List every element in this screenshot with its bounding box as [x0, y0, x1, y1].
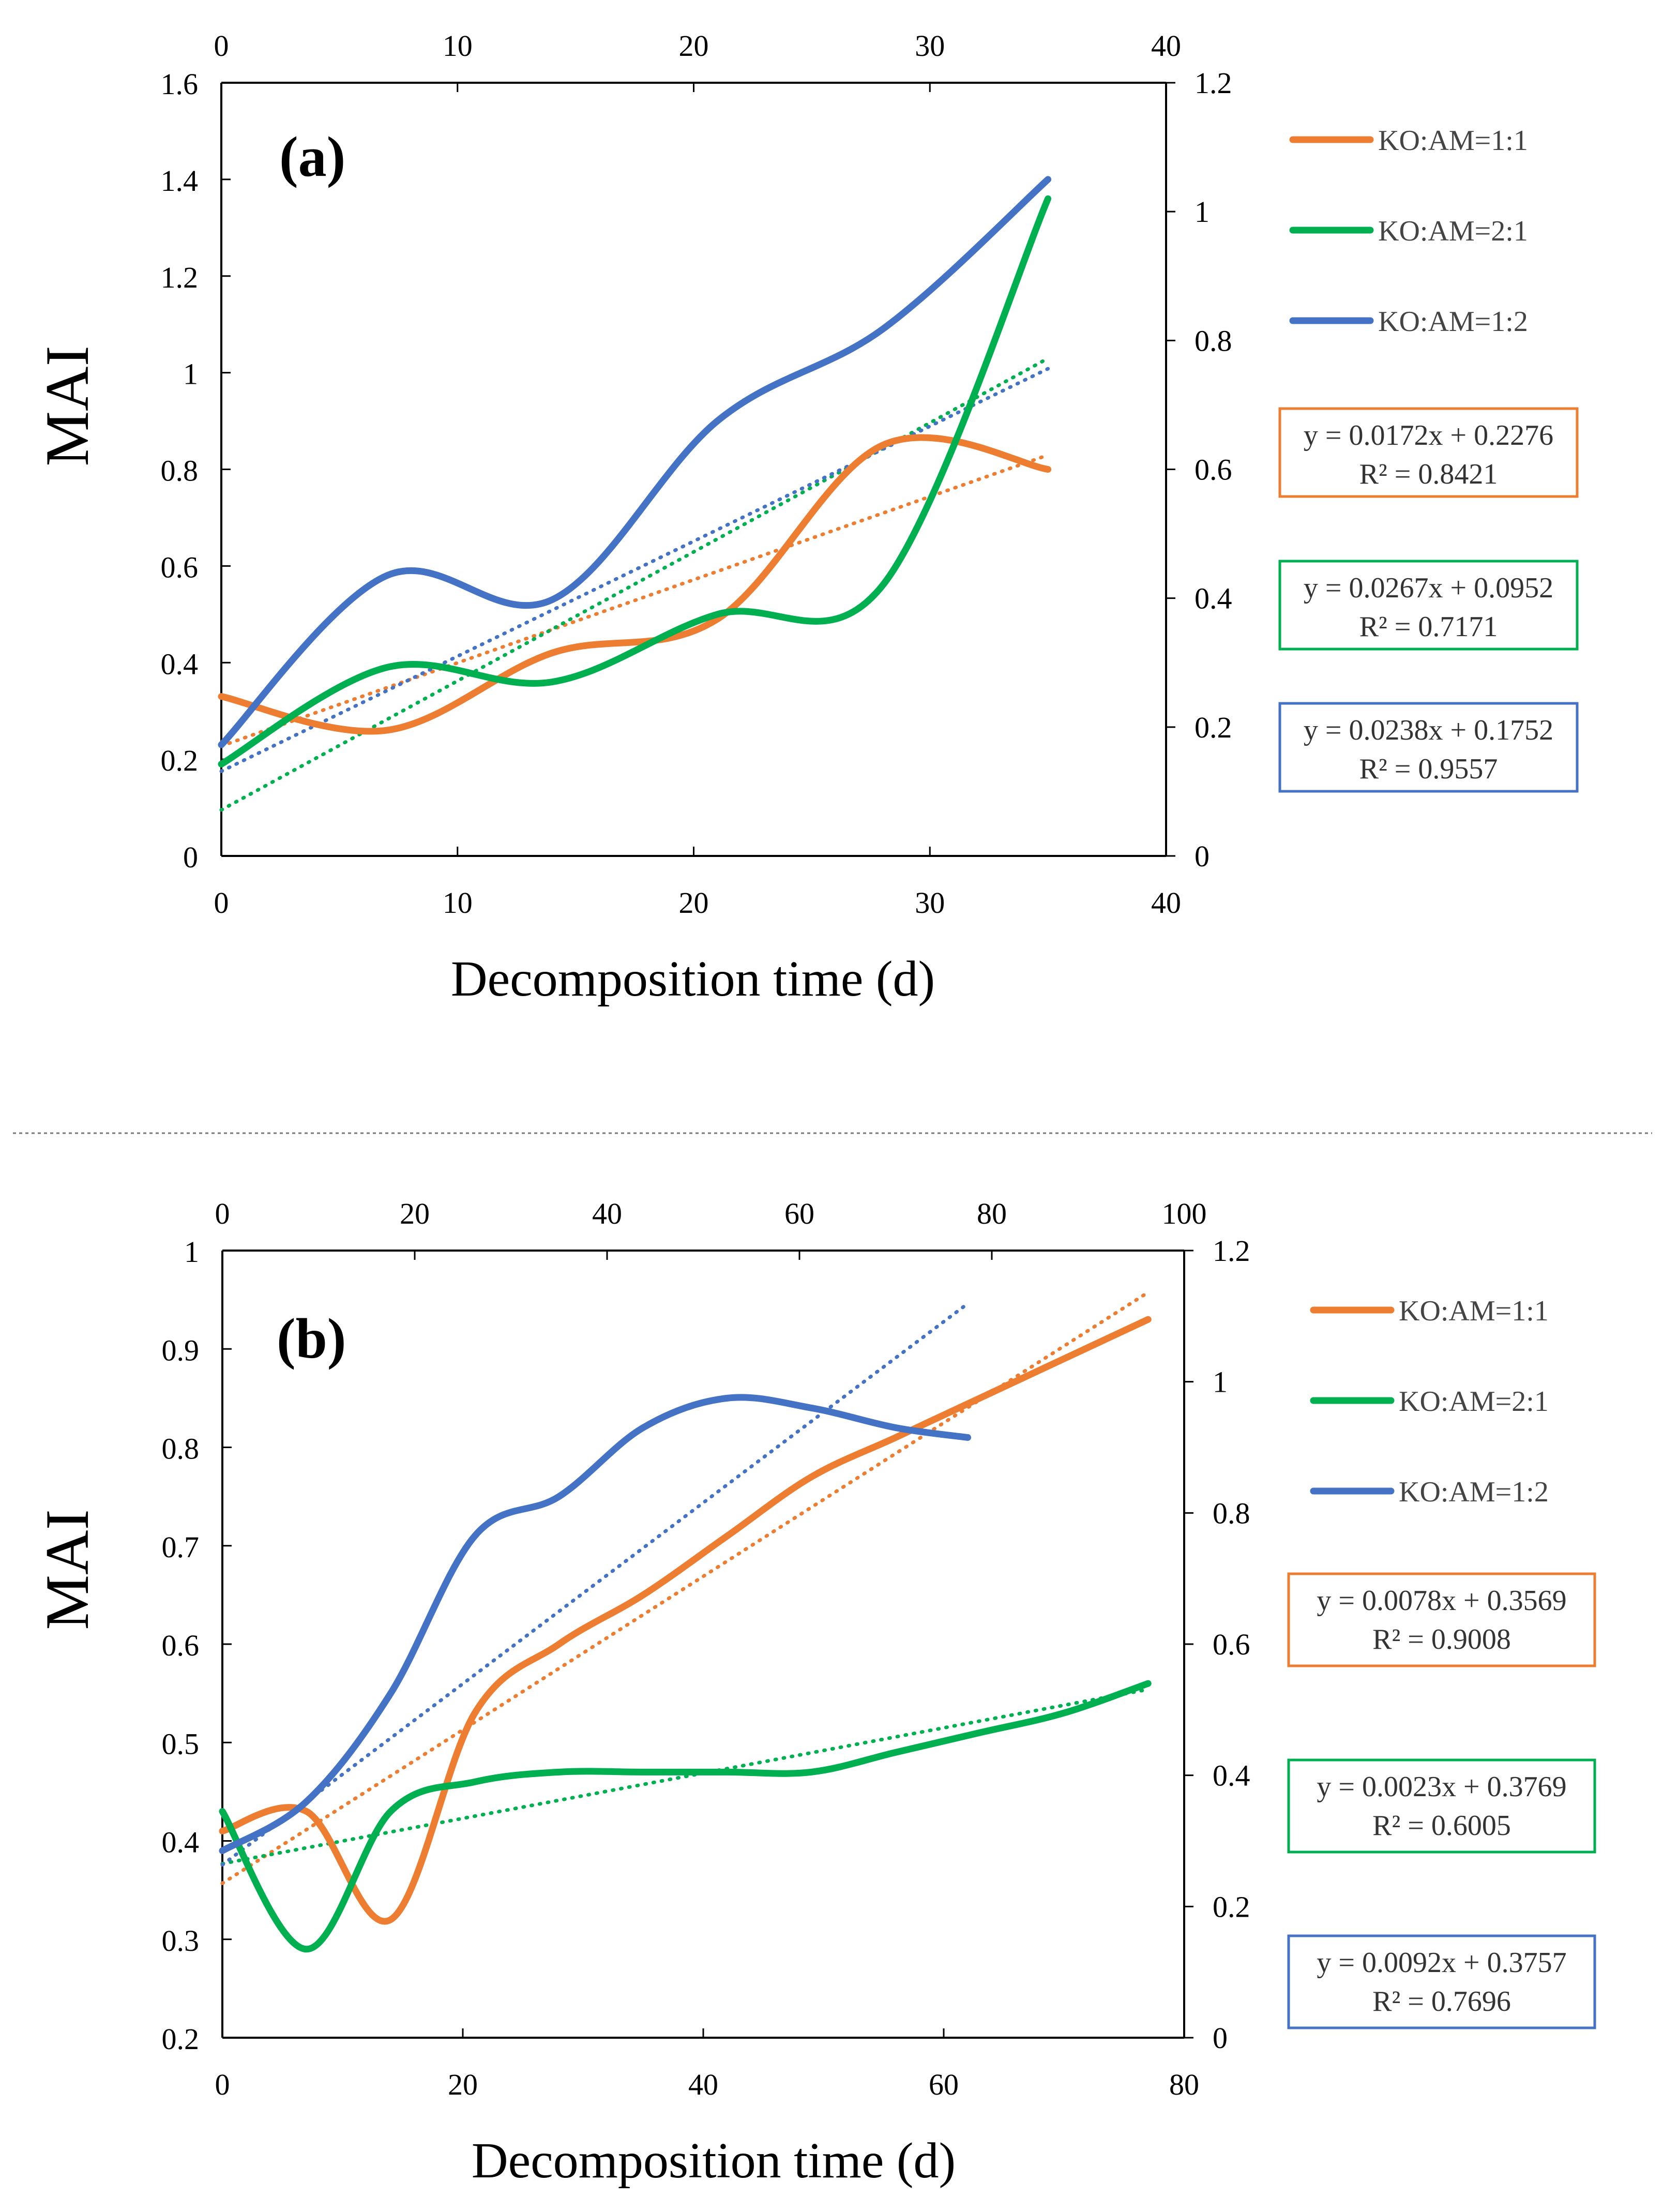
chart-a-top-x-tick-label: 10: [443, 29, 473, 63]
chart-b-trend-r2-1: R² = 0.9008: [1372, 1623, 1511, 1656]
chart-b-equation-box-3: [1287, 1934, 1596, 2029]
chart-b-series-line-2: [219, 1680, 1152, 1953]
chart-a-secondary-y-tick-label: 1: [1195, 195, 1210, 229]
chart-b-trend-r2-2: R² = 0.6005: [1372, 1810, 1511, 1842]
chart-b-trend-equation-3: y = 0.0092x + 0.3757: [1317, 1947, 1566, 1979]
chart-a-x-tick-label: 40: [1151, 886, 1181, 920]
chart-a-x-tick-label: 20: [679, 886, 709, 920]
chart-a-x-axis-title: Decomposition time (d): [451, 951, 935, 1007]
chart-a-legend-label-3: KO:AM=1:2: [1378, 306, 1528, 338]
chart-b-y-tick-label: 0.4: [162, 1826, 200, 1859]
chart-b-trend-equation-1: y = 0.0078x + 0.3569: [1317, 1585, 1566, 1617]
chart-b-series-line-3: [219, 1394, 971, 1855]
chart-a-trend-equation-2: y = 0.0267x + 0.0952: [1304, 572, 1553, 604]
chart-a-trend-r2-3: R² = 0.9557: [1359, 753, 1498, 785]
chart-b-y-tick-label: 0.6: [162, 1629, 200, 1662]
chart-a-top-x-tick-label: 20: [679, 29, 709, 63]
chart-b-top-x-tick-label: 20: [400, 1197, 430, 1230]
chart-b-trend-equation-2: y = 0.0023x + 0.3769: [1317, 1771, 1566, 1803]
chart-b-trend-r2-3: R² = 0.7696: [1372, 1985, 1511, 2018]
chart-b-equation-box-2: [1287, 1758, 1596, 1854]
chart-a-y-tick-label: 0.4: [161, 647, 199, 681]
chart-a-trend-r2-1: R² = 0.8421: [1359, 458, 1498, 490]
chart-panel-a: 0 10 20 30 400 10 20 30 4000.20.40.60.811.21.41.…: [33, 29, 1579, 1007]
chart-a-x-tick-label: 30: [915, 886, 945, 920]
chart-a-plot-area: 0 10 20 30 400 10 20 30 4000.20.40.60.811.21.41.…: [161, 29, 1232, 920]
chart-b-series-line-1: [219, 1316, 1152, 1925]
chart-b-top-x-tick-label: 60: [784, 1197, 814, 1230]
chart-a-secondary-y-tick-label: 1.2: [1195, 66, 1232, 100]
chart-a-y-tick-label: 0.6: [161, 550, 199, 584]
chart-b-y-tick-label: 0.8: [162, 1432, 200, 1466]
chart-b-y-tick-label: 0.7: [162, 1530, 200, 1564]
chart-a-series-line-3: [218, 176, 1052, 748]
chart-b-secondary-y-tick-label: 0.6: [1213, 1628, 1250, 1661]
chart-a-x-tick-label: 10: [443, 886, 473, 920]
chart-b-x-tick-label: 20: [448, 2068, 478, 2101]
chart-a-y-axis-title: MAI: [33, 345, 101, 466]
chart-a-equation-box-1: [1278, 407, 1579, 498]
chart-a-panel-label: (a): [279, 125, 345, 188]
chart-a-secondary-y-tick-label: 0.8: [1195, 324, 1232, 357]
chart-a-secondary-y-tick-label: 0: [1195, 839, 1210, 873]
chart-b-x-tick-label: 80: [1169, 2068, 1199, 2101]
chart-a-top-x-tick-label: 30: [915, 29, 945, 63]
chart-b-legend: KO:AM=1:1 y = 0.0078x + 0.3569 R² = 0.9008…: [1287, 1295, 1596, 2029]
chart-a-y-tick-label: 0.8: [161, 454, 199, 488]
chart-b-y-tick-label: 0.3: [162, 1924, 200, 1958]
chart-b-secondary-y-tick-label: 0.2: [1213, 1890, 1250, 1923]
chart-a-x-tick-label: 0: [214, 886, 229, 920]
chart-a-secondary-y-tick-label: 0.6: [1195, 453, 1232, 487]
chart-a-y-tick-label: 1.4: [161, 164, 199, 198]
chart-b-top-x-tick-label: 100: [1162, 1197, 1207, 1230]
chart-b-x-tick-label: 40: [688, 2068, 718, 2101]
chart-b-y-tick-label: 0.5: [162, 1727, 200, 1760]
chart-b-legend-label-1: KO:AM=1:1: [1399, 1295, 1549, 1327]
chart-a-y-tick-label: 0.2: [161, 744, 199, 777]
chart-a-secondary-y-tick-label: 0.4: [1195, 582, 1232, 615]
chart-b-secondary-y-tick-label: 0.8: [1213, 1496, 1250, 1530]
chart-b-x-axis-title: Decomposition time (d): [472, 2133, 956, 2189]
chart-a-secondary-y-tick-label: 0.2: [1195, 711, 1232, 744]
chart-b-y-tick-label: 1: [184, 1235, 199, 1269]
chart-b-secondary-y-tick-label: 1: [1213, 1365, 1228, 1399]
chart-b-top-x-tick-label: 40: [592, 1197, 622, 1230]
chart-a-equation-box-2: [1278, 560, 1579, 651]
chart-panel-b: 0 20 40 60 80 0 20 40 60 80 100 0.2 0.3 0.4 0.5 0.6 0.7 0…: [33, 1197, 1596, 2189]
chart-a-top-x-tick-label: 0: [214, 29, 229, 63]
chart-b-top-x-tick-label: 0: [215, 1197, 230, 1230]
chart-a-y-tick-label: 1: [183, 357, 198, 391]
chart-b-top-x-tick-label: 80: [977, 1197, 1007, 1230]
chart-a-trend-equation-3: y = 0.0238x + 0.1752: [1304, 714, 1553, 746]
chart-b-plot-area: 0 20 40 60 80 0 20 40 60 80 100 0.2 0.3 0.4 0.5 0.6 0.7 0…: [162, 1197, 1250, 2101]
chart-a-y-tick-label: 0: [183, 840, 198, 874]
chart-b-y-tick-label: 0.2: [162, 2022, 200, 2056]
chart-b-secondary-y-tick-label: 0.4: [1213, 1759, 1250, 1793]
chart-a-series-line-2: [218, 195, 1052, 768]
chart-a-y-tick-label: 1.6: [161, 67, 199, 101]
chart-a-y-tick-label: 1.2: [161, 261, 199, 294]
chart-b-panel-label: (b): [277, 1307, 346, 1370]
chart-a-trend-equation-1: y = 0.0172x + 0.2276: [1304, 419, 1553, 452]
chart-a-trendline-2: [219, 356, 1050, 812]
chart-b-legend-label-3: KO:AM=1:2: [1399, 1476, 1549, 1508]
chart-a-equation-box-3: [1278, 702, 1579, 793]
chart-a-top-x-tick-label: 40: [1151, 29, 1181, 63]
chart-b-secondary-y-tick-label: 1.2: [1213, 1234, 1250, 1268]
chart-b-trendline-1: [220, 1290, 1150, 1885]
chart-b-x-tick-label: 0: [215, 2068, 230, 2101]
chart-b-secondary-y-tick-label: 0: [1213, 2021, 1228, 2055]
chart-b-x-tick-label: 60: [929, 2068, 959, 2101]
chart-b-equation-box-1: [1287, 1572, 1596, 1667]
chart-b-legend-label-2: KO:AM=2:1: [1399, 1386, 1549, 1418]
chart-a-legend-label-2: KO:AM=2:1: [1378, 215, 1528, 247]
chart-b-y-tick-label: 0.9: [162, 1333, 200, 1367]
chart-b-trendline-3: [220, 1302, 970, 1867]
chart-a-trendline-1: [219, 453, 1050, 748]
chart-a-legend: KO:AM=1:1 y = 0.0172x + 0.2276 R² = 0.8421…: [1278, 125, 1579, 793]
chart-a-trend-r2-2: R² = 0.7171: [1359, 611, 1498, 643]
chart-a-legend-label-1: KO:AM=1:1: [1378, 125, 1528, 157]
chart-b-y-axis-title: MAI: [33, 1509, 101, 1630]
